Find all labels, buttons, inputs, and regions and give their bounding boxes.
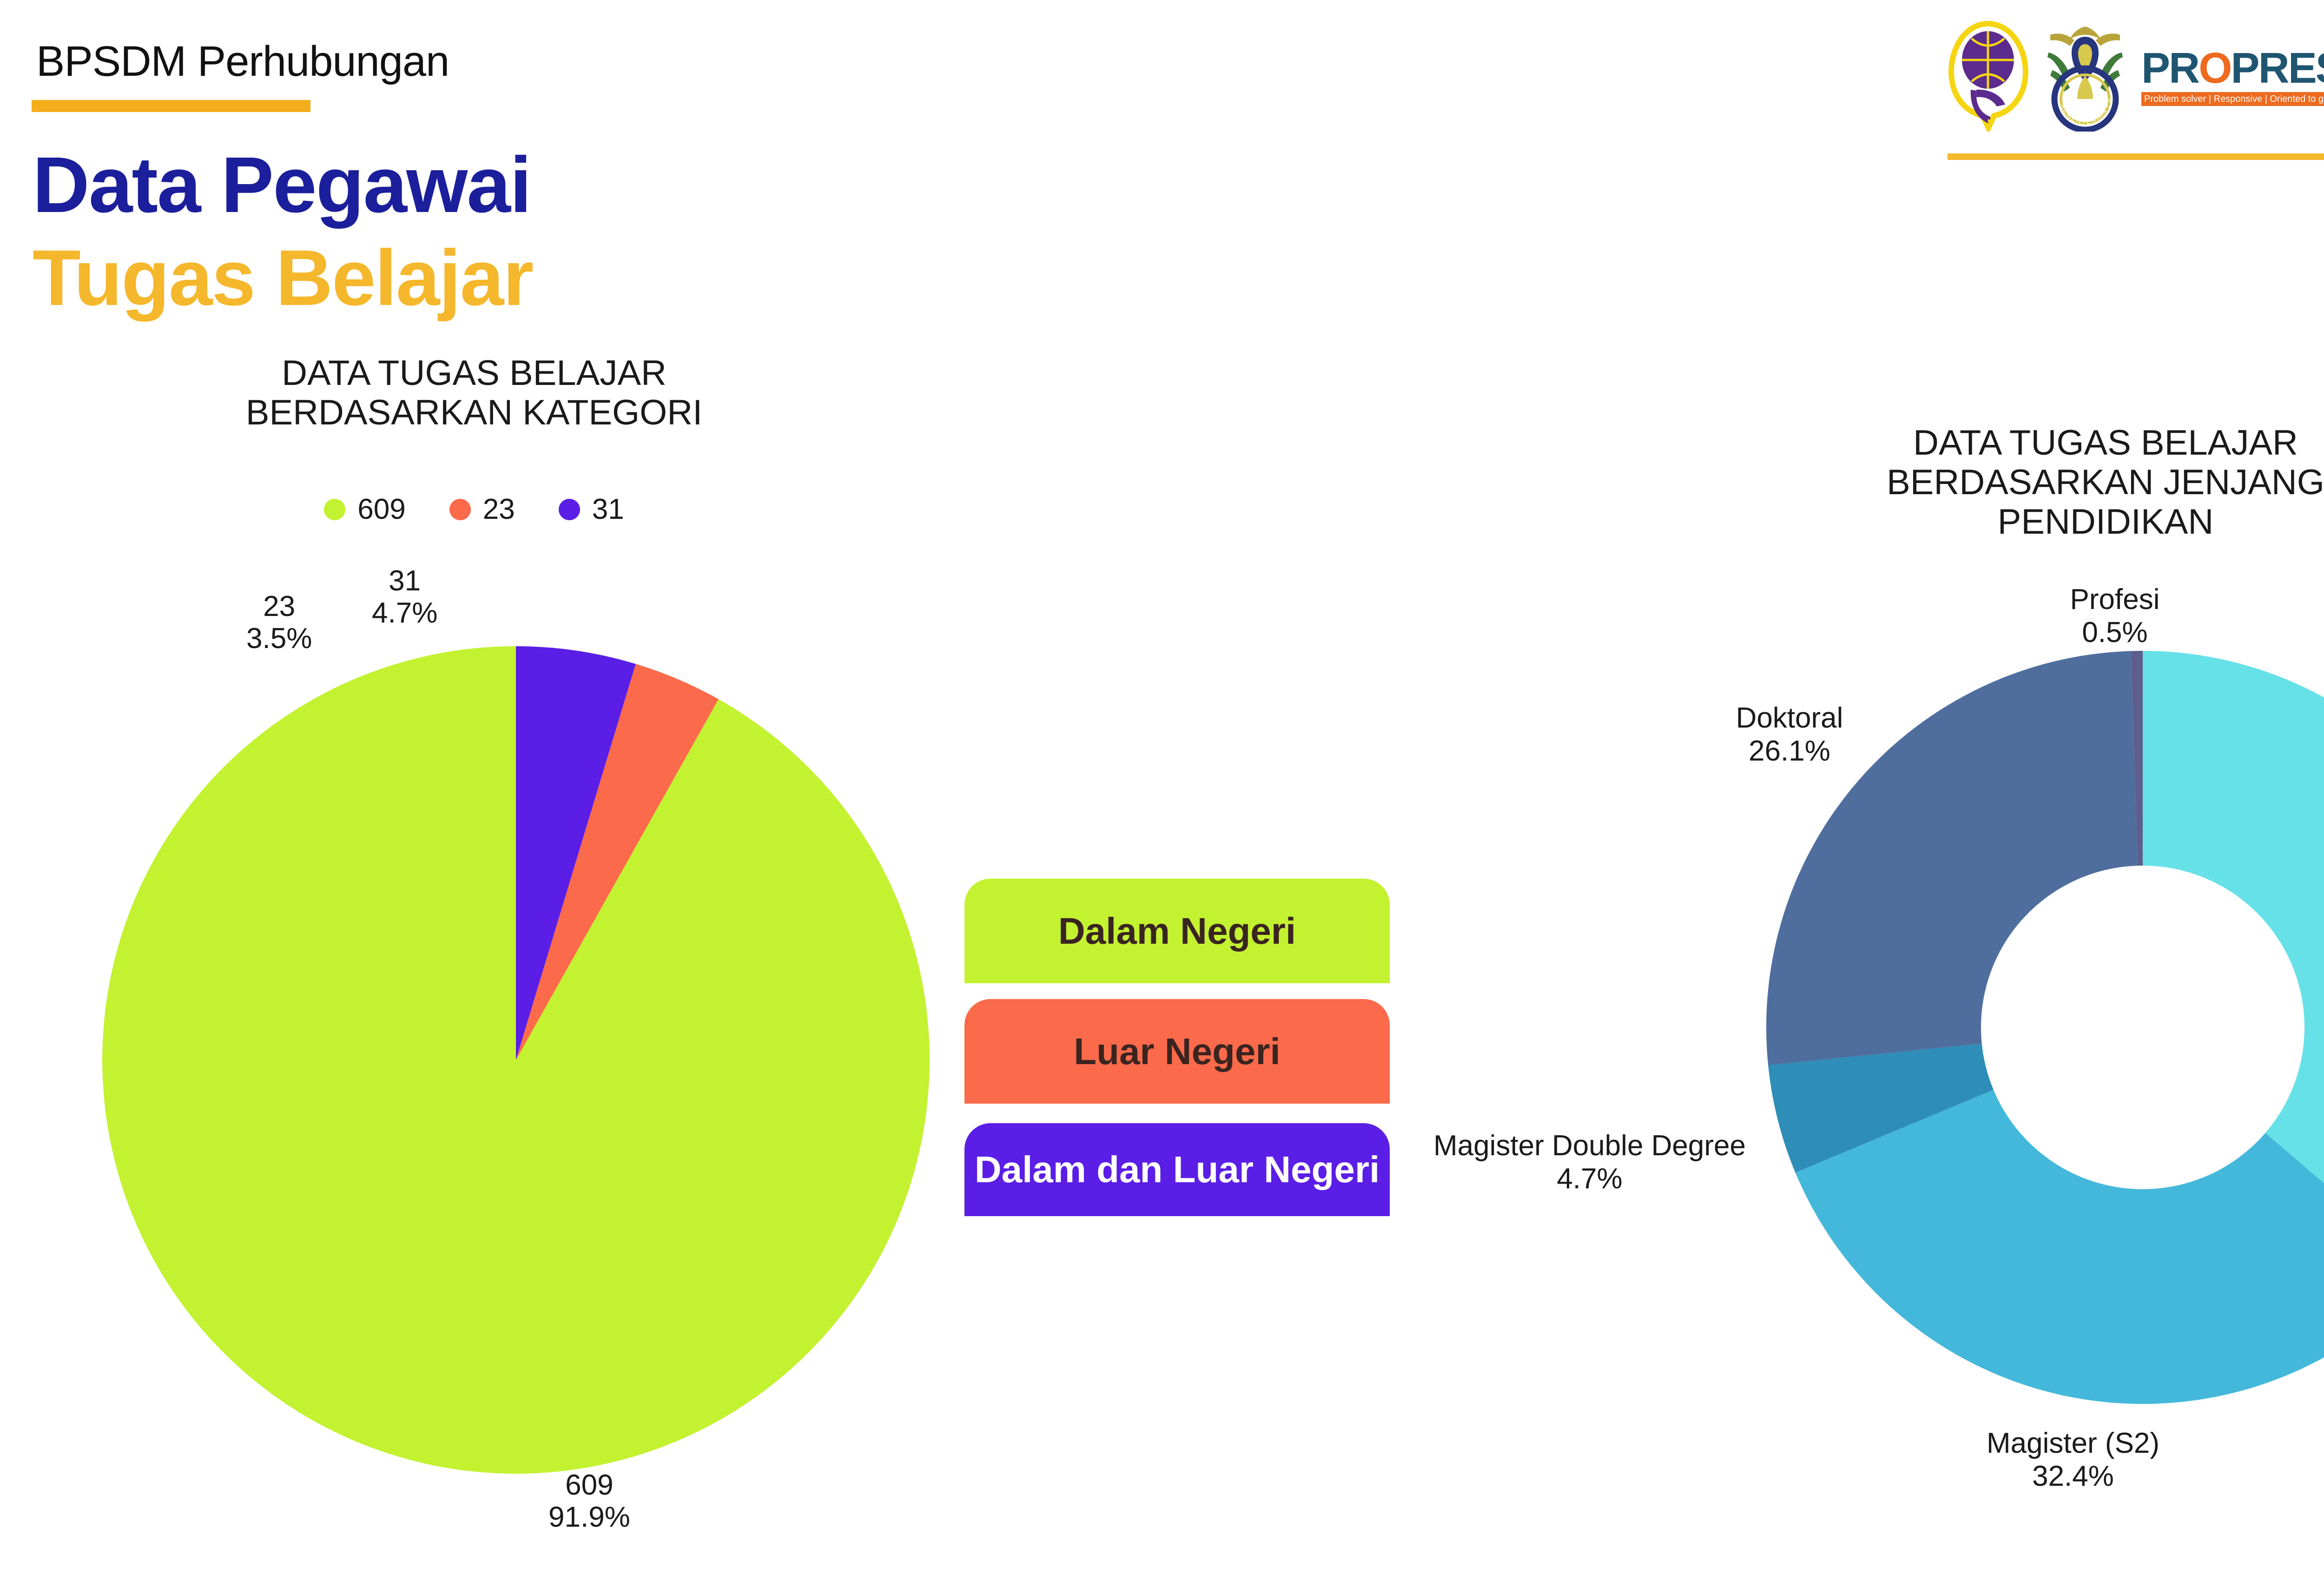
donut-callout-profesi: Profesi 0.5% <box>2059 583 2171 649</box>
proprestasi-wordmark: PROPRESTASI <box>2141 46 2324 90</box>
pie-legend-swatch-icon <box>449 498 471 520</box>
category-button-label: Dalam dan Luar Negeri <box>974 1149 1380 1190</box>
pie-callout-percent: 3.5% <box>246 622 312 655</box>
pie-callout-percent: 4.7% <box>372 597 438 629</box>
pie-callout-value: 31 <box>389 565 421 597</box>
pie-callout-luar-negeri: 23 3.5% <box>246 590 312 655</box>
category-legend-buttons: Dalam Negeri Luar Negeri Dalam dan Luar … <box>964 879 1390 1216</box>
donut-callout-magister-double-degree: Magister Double Degree 4.7% <box>1418 1130 1762 1195</box>
proprestasi-word-pre: PR <box>2141 44 2200 93</box>
pie-chart-by-category[interactable] <box>98 642 934 1478</box>
pie-chart-legend: 609 23 31 <box>242 493 706 526</box>
pie-callout-value: 23 <box>263 590 296 622</box>
pie-chart-title-line-1: DATA TUGAS BELAJAR <box>282 353 667 393</box>
donut-callout-percent: 26.1% <box>1749 735 1830 767</box>
pie-slice[interactable] <box>102 646 930 1474</box>
category-button-luar-negeri[interactable]: Luar Negeri <box>964 999 1390 1104</box>
page-title-line-1: Data Pegawai <box>33 141 532 229</box>
pie-callout-percent: 91.9% <box>548 1501 630 1534</box>
donut-slice[interactable] <box>2131 651 2143 866</box>
donut-callout-percent: 32.4% <box>2032 1460 2114 1492</box>
proprestasi-tagline: Problem solver | Responsive | Oriented t… <box>2141 92 2324 106</box>
pie-legend-label: 609 <box>357 493 406 525</box>
donut-slice[interactable] <box>1768 1043 1994 1173</box>
dephub-feather-globe-logo <box>1948 20 2029 134</box>
pie-chart-title: DATA TUGAS BELAJAR BERDASARKAN KATEGORI <box>149 353 799 432</box>
pie-chart-title-line-2: BERDASARKAN KATEGORI <box>245 393 703 433</box>
category-button-dalam-negeri[interactable]: Dalam Negeri <box>964 879 1390 983</box>
pie-callout-dalam-dan-luar-negeri: 31 4.7% <box>372 565 437 629</box>
donut-callout-label: Profesi <box>2070 583 2160 616</box>
donut-chart-title-line-1: DATA TUGAS BELAJAR <box>1913 423 2298 463</box>
proprestasi-word-post: PRESTASI <box>2231 44 2324 93</box>
header-accent-underline <box>32 100 310 112</box>
pie-slice[interactable] <box>516 646 636 1060</box>
donut-chart-title-line-3: PENDIDIKAN <box>1997 502 2214 542</box>
pie-legend-item-1[interactable]: 23 <box>449 493 515 526</box>
donut-callout-percent: 0.5% <box>2082 616 2148 649</box>
page-organization-name: BPSDM Perhubungan <box>36 38 449 85</box>
donut-slice[interactable] <box>2143 651 2324 1273</box>
logo-strip: KEMENTERIAN PERHUBUNGAN PROPRESTASI Prob… <box>1948 14 2324 135</box>
donut-callout-label: Magister (S2) <box>1986 1427 2160 1459</box>
pie-legend-item-0[interactable]: 609 <box>324 493 406 526</box>
donut-callout-label: Magister Double Degree <box>1433 1130 1746 1162</box>
donut-chart-title: DATA TUGAS BELAJAR BERDASARKAN JENJANG P… <box>1780 423 2324 542</box>
donut-slice[interactable] <box>1766 651 2138 1066</box>
donut-callout-magister-s2: Magister (S2) 32.4% <box>1934 1427 2212 1493</box>
category-button-label: Dalam Negeri <box>1058 910 1296 952</box>
pie-callout-value: 609 <box>565 1469 614 1501</box>
pie-legend-swatch-icon <box>558 498 580 520</box>
page-title-line-2: Tugas Belajar <box>33 234 534 322</box>
donut-slice[interactable] <box>1795 1090 2324 1404</box>
proprestasi-logo: PROPRESTASI Problem solver | Responsive … <box>2141 30 2324 123</box>
donut-chart-by-education-level[interactable] <box>1762 646 2324 1409</box>
category-button-label: Luar Negeri <box>1074 1030 1281 1072</box>
pie-callout-dalam-negeri: 609 91.9% <box>548 1469 630 1534</box>
donut-callout-percent: 4.7% <box>1557 1162 1623 1195</box>
donut-callout-label: Doktoral <box>1736 702 1843 734</box>
category-button-dalam-dan-luar-negeri[interactable]: Dalam dan Luar Negeri <box>964 1123 1390 1216</box>
donut-chart-title-line-2: BERDASARKAN JENJANG <box>1887 463 2324 503</box>
logo-strip-underline <box>1948 153 2324 160</box>
proprestasi-word-accent: O <box>2199 44 2232 93</box>
pie-legend-label: 31 <box>592 493 624 525</box>
pie-slice[interactable] <box>516 664 719 1060</box>
kemenhub-garuda-emblem-logo: KEMENTERIAN PERHUBUNGAN <box>2038 14 2129 134</box>
donut-callout-doktoral: Doktoral 26.1% <box>1720 702 1859 768</box>
pie-legend-label: 23 <box>482 493 515 525</box>
pie-legend-swatch-icon <box>324 498 346 520</box>
pie-legend-item-2[interactable]: 31 <box>558 493 624 526</box>
